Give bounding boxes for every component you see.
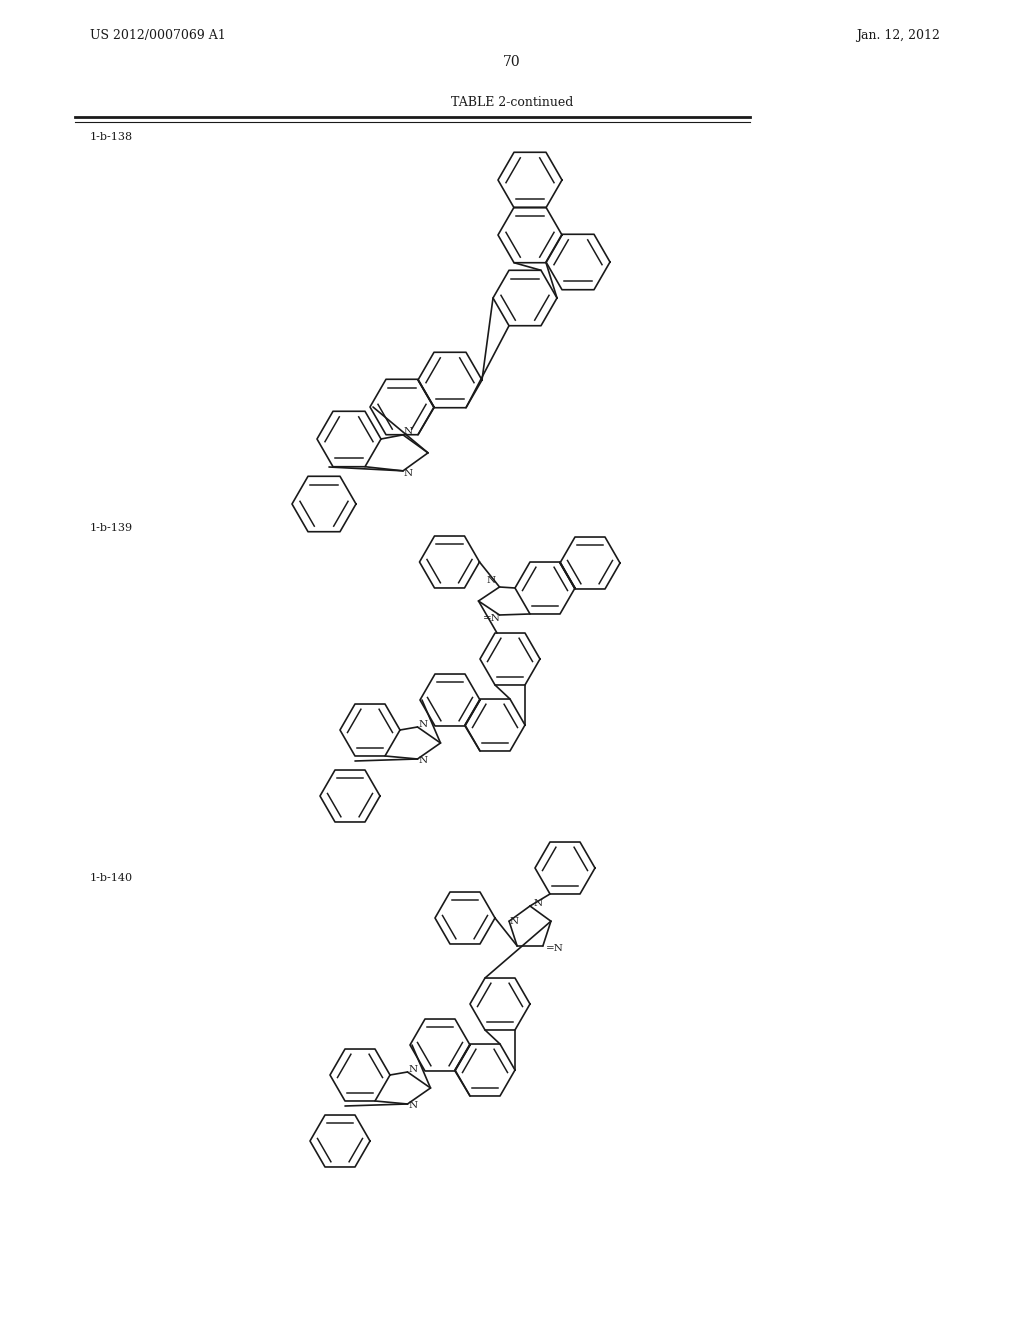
Text: N: N	[534, 899, 543, 908]
Text: TABLE 2-continued: TABLE 2-continued	[451, 95, 573, 108]
Text: N: N	[409, 1065, 418, 1074]
Text: 1-b-139: 1-b-139	[90, 523, 133, 533]
Text: US 2012/0007069 A1: US 2012/0007069 A1	[90, 29, 225, 41]
Text: 1-b-138: 1-b-138	[90, 132, 133, 143]
Text: N: N	[419, 756, 428, 766]
Text: N: N	[409, 1101, 418, 1110]
Text: N: N	[487, 577, 496, 586]
Text: Jan. 12, 2012: Jan. 12, 2012	[856, 29, 940, 41]
Text: N: N	[419, 721, 428, 730]
Text: =N: =N	[546, 944, 564, 953]
Text: N: N	[403, 428, 413, 437]
Text: 1-b-140: 1-b-140	[90, 873, 133, 883]
Text: N: N	[510, 916, 518, 925]
Text: N: N	[403, 470, 413, 478]
Text: =N: =N	[482, 615, 501, 623]
Text: 70: 70	[503, 55, 521, 69]
